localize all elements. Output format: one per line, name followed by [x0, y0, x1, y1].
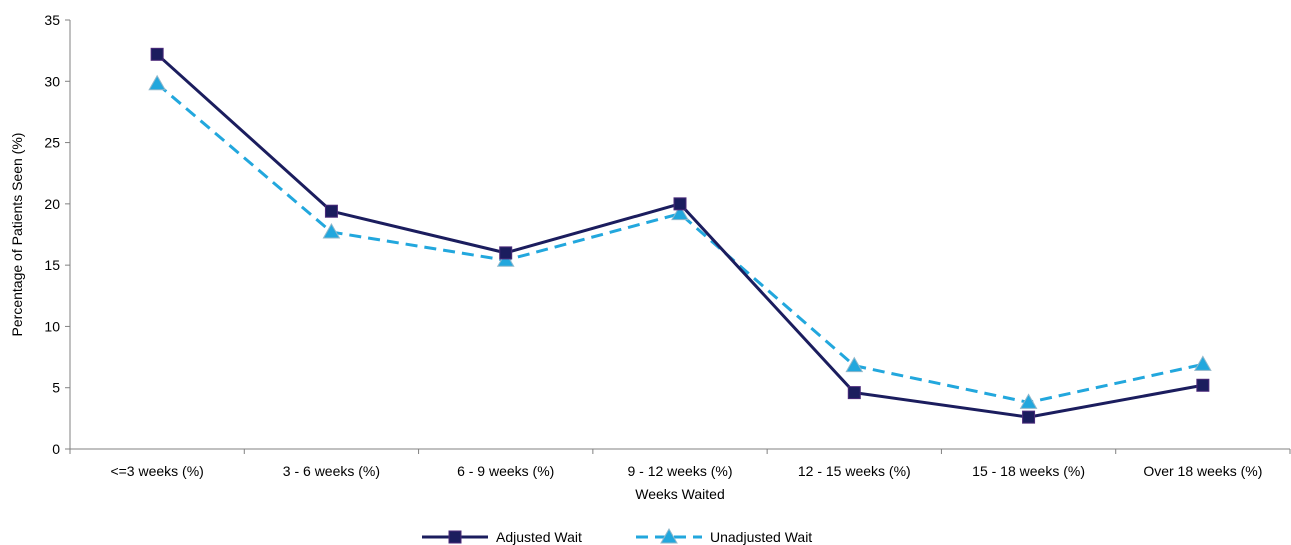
y-tick-label: 30 — [44, 73, 60, 89]
y-axis-title: Percentage of Patients Seen (%) — [9, 133, 25, 337]
legend: Adjusted Wait Unadjusted Wait — [422, 527, 812, 545]
data-point-triangle — [660, 527, 678, 544]
series-unadjusted-wait — [148, 74, 1212, 409]
series-line — [156, 82, 1204, 404]
y-ticks: 0 5 10 15 20 25 30 35 — [44, 12, 70, 457]
legend-item: Unadjusted Wait — [636, 527, 812, 545]
x-tick-label: Over 18 weeks (%) — [1143, 463, 1262, 479]
series-line — [156, 53, 1204, 419]
data-point-triangle — [671, 204, 689, 221]
y-tick-label: 15 — [44, 257, 60, 273]
data-point-square — [673, 197, 687, 211]
data-point-square — [448, 530, 462, 544]
y-tick-label: 25 — [44, 135, 60, 151]
x-ticks: <=3 weeks (%) 3 - 6 weeks (%) 6 - 9 weeks … — [69, 449, 1291, 479]
data-point-square — [150, 47, 164, 61]
legend-label: Unadjusted Wait — [710, 529, 812, 545]
x-tick-label: 6 - 9 weeks (%) — [457, 463, 554, 479]
y-tick-label: 10 — [44, 318, 60, 334]
data-point-triangle — [845, 356, 864, 373]
data-point-square — [1022, 410, 1036, 424]
x-tick-label: 9 - 12 weeks (%) — [627, 463, 732, 479]
data-point-triangle — [322, 223, 341, 239]
x-tick-label: 15 - 18 weeks (%) — [972, 463, 1085, 479]
x-axis-title: Weeks Waited — [635, 486, 724, 502]
x-tick-label: <=3 weeks (%) — [110, 463, 203, 479]
data-point-triangle — [1193, 355, 1212, 371]
series-adjusted-wait — [150, 47, 1210, 424]
data-point-triangle — [1019, 393, 1038, 409]
data-point-square — [324, 204, 338, 218]
x-tick-label: 12 - 15 weeks (%) — [798, 463, 911, 479]
legend-item: Adjusted Wait — [422, 529, 582, 545]
y-tick-label: 20 — [44, 196, 60, 212]
y-tick-label: 5 — [52, 380, 60, 396]
y-tick-label: 0 — [52, 441, 60, 457]
x-tick-label: 3 - 6 weeks (%) — [283, 463, 380, 479]
data-point-square — [499, 246, 513, 260]
y-tick-label: 35 — [44, 12, 60, 28]
axes — [69, 20, 1290, 450]
data-point-triangle — [148, 74, 167, 91]
series-layer — [148, 47, 1212, 424]
data-point-square — [1196, 378, 1210, 392]
data-point-square — [847, 386, 861, 400]
legend-label: Adjusted Wait — [496, 529, 582, 545]
